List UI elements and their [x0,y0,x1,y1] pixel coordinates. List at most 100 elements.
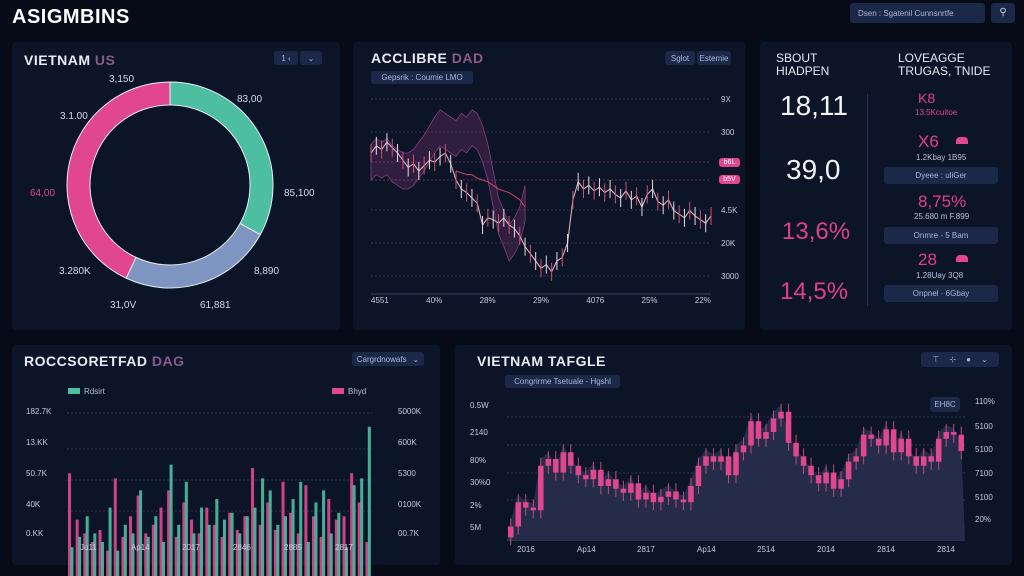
trend-sub: 13.5Kcuitoe [915,108,958,117]
range-button[interactable]: 1 ‹ [274,51,298,65]
bar-rdsirt [283,516,287,576]
trend-button[interactable]: Dyeee : uliGer [884,167,998,184]
bar-rdsirt [344,547,348,576]
bar-rdsirt [207,524,211,576]
bar-bhyd [334,519,338,576]
trend-value: X6 [918,132,939,151]
bar-bhyd [197,533,201,576]
bar-rdsirt [100,542,104,576]
trend-button[interactable]: Onmre - 5 Bam [884,227,998,244]
candle-body [883,429,889,446]
candlestick-chart [507,403,965,546]
estemie-button[interactable]: Estemie [697,51,731,65]
sglot-button[interactable]: Sglot [665,51,695,65]
y-tick-left: 13.KK [26,438,48,447]
y-tick-right: 00.7K [398,529,419,538]
chart-controls: ⊤ ⊹ ● ⌄ [921,352,999,367]
x-tick: 29% [532,296,549,305]
bar-rdsirt [337,512,341,576]
y-tick: 9X [721,95,731,104]
bar-rdsirt [322,490,326,576]
donut-label: 31,0V [110,300,137,311]
bar-bhyd [220,536,224,576]
search-button[interactable]: ⚲ [991,3,1015,23]
donut-label: 83,00 [237,94,263,105]
candle-body [853,456,859,462]
crosshair-icon[interactable]: ⊹ [949,355,957,364]
trend-value: 8,75% [918,192,967,211]
x-tick: 2817 [335,543,353,552]
bar-bhyd [243,516,247,576]
y-tick-right: 5100 [975,445,993,454]
y-tick: 3000 [721,272,739,281]
candle-body [785,411,792,443]
bar-bhyd [159,507,163,576]
trend-button[interactable]: Onpnel · 6Gbay [884,285,998,302]
candle-body [650,492,657,503]
bar-rdsirt [78,536,82,576]
toolbar-icon[interactable]: ⊤ [932,355,940,364]
filter-chip[interactable]: Gepsrik : Coumie LMO [371,71,473,84]
candle-body [800,456,807,466]
y-tick-right: 0100K [398,500,422,509]
candle-body [515,502,522,527]
chevron-down-icon[interactable]: ⌄ [980,355,988,364]
candle-body [568,452,574,466]
x-tick: 25% [641,296,658,305]
search-input[interactable]: Dsen : Sgatenil Cunnsnrtfe [850,3,985,23]
candle-body [523,502,529,508]
legend-label: Bhyd [348,387,367,396]
bar-rdsirt [230,512,234,576]
x-tick: 2817 [637,545,655,554]
bar-rdsirt [215,499,219,576]
bar-rdsirt [123,524,127,576]
app-title: ASIGMBINS [12,6,130,28]
candle-body [680,499,687,503]
bar-bhyd [167,490,171,576]
trend-sub: 25.680 m F.899 [914,212,970,221]
candle-body [950,432,957,435]
trend-icon [956,137,968,144]
x-tick: 2017 [182,543,200,552]
stat-value: 18,11 [780,90,848,121]
settings-icon[interactable]: ● [966,355,971,364]
left-title: SBOUT HIADPEN [776,51,830,78]
stat-value: 13,6% [782,218,851,245]
bar-rdsirt [169,464,173,576]
bar-chart-panel: ROCCSORETFAD DAG Cargrdnowafs ⌄ Rdsirt Bh… [12,345,440,576]
filter-chip[interactable]: Congrirme Tsetuale - Hgshl [505,375,620,388]
line-chart-panel: ACCLIBRE DAD Sglot Estemie Gepsrik : Cou… [353,42,745,330]
donut-label: 85,100 [284,188,315,199]
candle-body [628,483,634,493]
bar-bhyd [121,536,125,576]
bar-bhyd [342,516,346,576]
y-tick-right: 7100 [975,469,993,478]
price-badge: EH8C [930,397,960,412]
dropdown[interactable]: Cargrdnowafs ⌄ [352,352,424,366]
trend-sub: 1.2Kbay 1B95 [916,153,967,162]
donut-panel: VIETNAM US 1 ‹ ⌄ 3,150 83,00 3.1.00 85,1… [12,42,340,330]
bar-bhyd [357,502,361,576]
x-tick: Ap14 [697,545,716,554]
candle-body [643,492,649,500]
y-tick-right: 5000K [398,407,422,416]
candle-body [898,438,904,453]
bar-rdsirt [177,524,181,576]
x-tick: 2814 [877,545,895,554]
donut-label: 3,150 [109,74,135,85]
bar-rdsirt [116,550,120,576]
y-tick-right: 5300 [398,469,416,478]
candle-body [530,507,537,511]
donut-chart [66,81,274,289]
bar-bhyd [228,512,232,576]
bar-rdsirt [299,481,303,576]
chevron-down-icon[interactable]: ⌄ [300,51,322,65]
bar-rdsirt [306,542,310,576]
x-tick: 40% [426,296,443,305]
bar-rdsirt [291,499,295,576]
bar-rdsirt [222,519,226,576]
moving-average-line [455,170,526,208]
bar-rdsirt [154,516,158,576]
panel-title: VIETNAM TAFGLE [477,353,606,369]
x-tick: Ju11 [80,543,97,552]
